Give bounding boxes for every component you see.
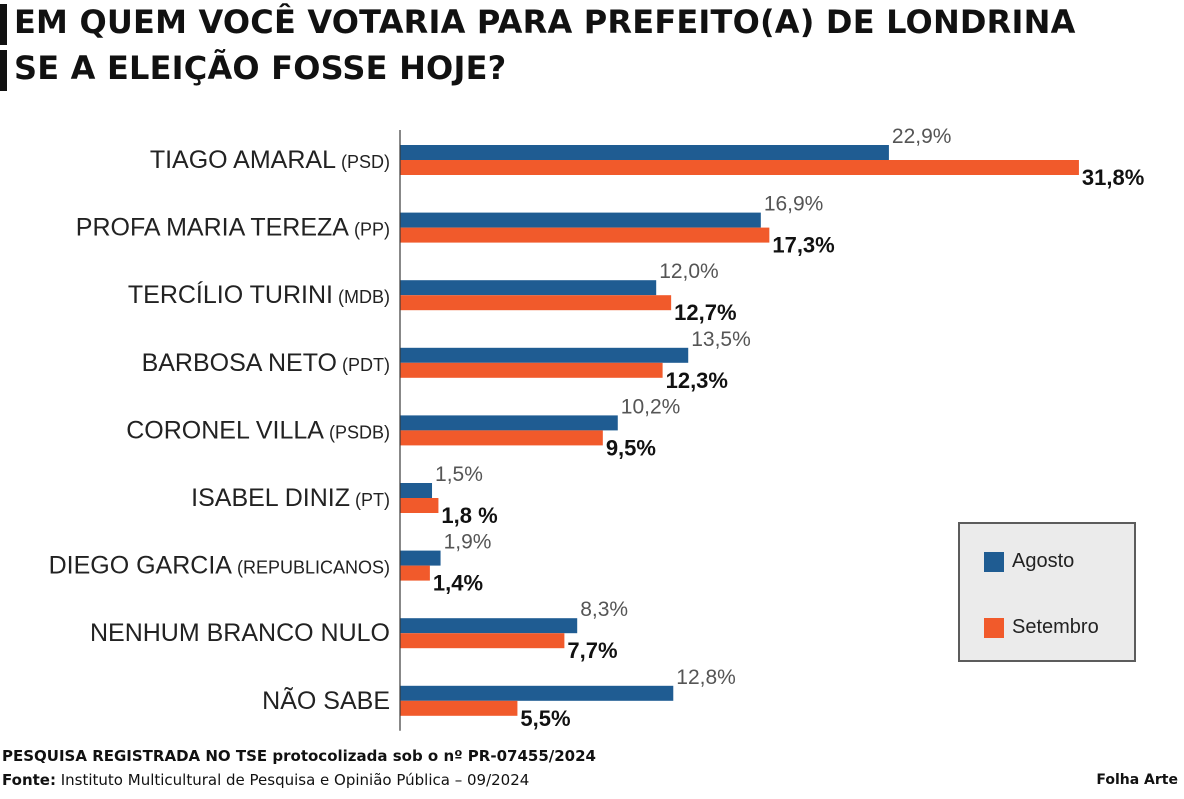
category-label: BARBOSA NETO (PDT) (142, 349, 390, 377)
category-name: DIEGO GARCIA (49, 552, 233, 580)
category-name: PROFA MARIA TEREZA (76, 214, 350, 242)
source-note: Fonte: Instituto Multicultural de Pesqui… (2, 771, 529, 789)
bar-agosto (400, 483, 433, 498)
category-party: (MDB) (333, 287, 390, 307)
category-label: NENHUM BRANCO NULO (90, 619, 390, 647)
bar-setembro (400, 362, 663, 378)
bar-setembro (400, 160, 1079, 175)
category-party: (PSD) (336, 152, 390, 172)
bar-agosto (400, 550, 441, 566)
category-name: CORONEL VILLA (126, 416, 324, 444)
category-name: BARBOSA NETO (142, 349, 337, 377)
value-label-setembro: 9,5% (606, 435, 656, 460)
legend-label-setembro: Setembro (1012, 616, 1099, 638)
category-party: (PP) (349, 220, 390, 240)
bar-agosto (400, 212, 761, 228)
category-party: (PSDB) (324, 422, 390, 442)
bar-setembro (400, 498, 439, 513)
value-label-agosto: 1,9% (444, 531, 492, 554)
bar-setembro (400, 565, 430, 581)
category-party: (REPUBLICANOS) (232, 558, 390, 578)
category-label: ISABEL DINIZ (PT) (191, 484, 390, 512)
value-label-agosto: 13,5% (691, 328, 751, 351)
category-label: PROFA MARIA TEREZA (PP) (76, 214, 390, 242)
chart-title-line-1: EM QUEM VOCÊ VOTARIA PARA PREFEITO(A) DE… (14, 3, 1076, 41)
bar-setembro (400, 700, 518, 716)
source-text: Instituto Multicultural de Pesquisa e Op… (55, 771, 530, 789)
value-label-agosto: 22,9% (892, 125, 952, 148)
chart-title-line-2: SE A ELEIÇÃO FOSSE HOJE? (14, 49, 507, 87)
legend-label-agosto: Agosto (1012, 550, 1075, 572)
value-label-agosto: 12,0% (659, 260, 719, 283)
value-label-setembro: 1,8 % (441, 503, 497, 528)
category-name: NÃO SABE (262, 686, 390, 715)
value-label-setembro: 1,4% (433, 571, 483, 596)
bar-setembro (400, 295, 672, 311)
category-label: TIAGO AMARAL (PSD) (150, 146, 390, 174)
bar-agosto (400, 415, 618, 431)
bar-agosto (400, 347, 689, 363)
legend: Agosto Setembro (958, 522, 1136, 662)
category-label: CORONEL VILLA (PSDB) (126, 416, 390, 444)
value-label-setembro: 12,7% (674, 300, 736, 325)
category-label: TERCÍLIO TURINI (MDB) (128, 280, 390, 309)
value-label-agosto: 16,9% (764, 193, 824, 216)
category-name: TERCÍLIO TURINI (128, 280, 333, 309)
value-label-agosto: 8,3% (580, 598, 628, 621)
bar-agosto (400, 280, 657, 296)
registry-note: PESQUISA REGISTRADA NO TSE protocolizada… (2, 747, 596, 765)
category-name: TIAGO AMARAL (150, 146, 336, 174)
title-accent-bar (0, 4, 7, 45)
category-name: NENHUM BRANCO NULO (90, 619, 390, 647)
legend-swatch-setembro (984, 617, 1004, 638)
legend-item-setembro: Setembro (984, 616, 1099, 639)
category-label: DIEGO GARCIA (REPUBLICANOS) (49, 552, 390, 580)
legend-item-agosto: Agosto (984, 550, 1074, 573)
bar-chart: TIAGO AMARAL (PSD) 22,9% 31,8% PROFA MARIA … (49, 125, 1144, 731)
category-party: (PT) (350, 490, 390, 510)
source-label: Fonte: (2, 771, 56, 789)
value-label-setembro: 17,3% (772, 233, 834, 258)
bar-agosto (400, 145, 889, 160)
bar-setembro (400, 633, 565, 649)
bar-setembro (400, 430, 603, 446)
value-label-setembro: 7,7% (567, 638, 617, 663)
value-label-setembro: 31,8% (1082, 165, 1144, 190)
value-label-setembro: 12,3% (666, 368, 728, 393)
bar-setembro (400, 227, 770, 243)
value-label-agosto: 12,8% (676, 666, 736, 689)
category-party: (PDT) (337, 355, 390, 375)
bar-agosto (400, 685, 674, 701)
title-accent-bar (0, 50, 7, 91)
value-label-agosto: 10,2% (621, 395, 681, 418)
value-label-agosto: 1,5% (435, 463, 483, 486)
value-label-setembro: 5,5% (520, 706, 570, 731)
legend-swatch-agosto (984, 551, 1004, 572)
credit: Folha Arte (1096, 772, 1178, 788)
category-label: NÃO SABE (262, 686, 390, 715)
bar-agosto (400, 618, 578, 634)
category-name: ISABEL DINIZ (191, 484, 350, 512)
